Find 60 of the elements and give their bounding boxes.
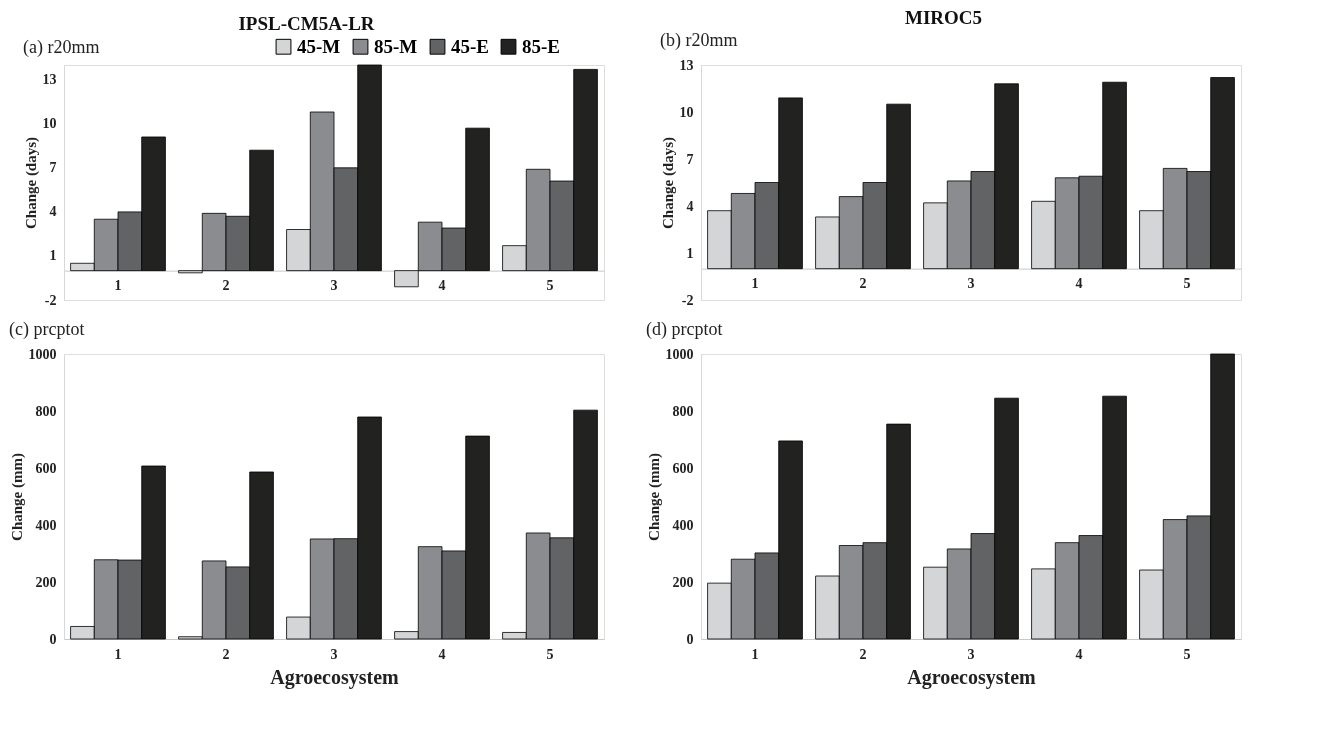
x-tick-label: 4: [1075, 276, 1083, 292]
x-tick-label: 1: [751, 646, 759, 662]
y-tick-label: 13: [679, 57, 694, 73]
x-tick-label: 4: [438, 278, 446, 294]
x-tick-label: 2: [859, 646, 867, 662]
x-tick-label: 1: [751, 276, 759, 292]
chart-subtitle: (c) prcptot: [9, 319, 85, 340]
y-tick-label: -2: [681, 292, 694, 308]
chart-title: MIROC5: [904, 6, 983, 28]
y-tick-label: 600: [672, 460, 694, 476]
y-axis-title: Change (mm): [645, 453, 663, 541]
y-tick-label: 10: [679, 104, 694, 120]
y-tick-label: -2: [44, 292, 57, 308]
y-tick-label: 0: [49, 631, 57, 647]
legend-label: 85-M: [374, 35, 418, 57]
y-tick-label: 4: [49, 204, 57, 220]
x-tick-label: 5: [1183, 276, 1191, 292]
x-tick-label: 4: [438, 646, 446, 662]
x-tick-label: 1: [114, 278, 122, 294]
y-tick-label: 800: [35, 403, 57, 419]
chart-title: IPSL-CM5A-LR: [238, 13, 375, 35]
y-tick-label: 400: [35, 517, 57, 533]
y-tick-label: 200: [35, 574, 57, 590]
x-tick-label: 3: [967, 646, 975, 662]
x-axis-title: Agroecosystem: [270, 665, 400, 689]
y-tick-label: 10: [42, 116, 57, 132]
y-tick-label: 13: [42, 72, 57, 88]
x-tick-label: 2: [859, 276, 867, 292]
y-axis-title: Change (days): [659, 136, 677, 230]
legend-label: 45-M: [297, 35, 341, 57]
x-tick-label: 3: [967, 276, 975, 292]
y-tick-label: 400: [672, 517, 694, 533]
x-tick-label: 1: [114, 646, 122, 662]
y-tick-label: 1000: [665, 346, 694, 362]
y-axis-title: Change (mm): [8, 453, 26, 541]
x-tick-label: 5: [1183, 646, 1191, 662]
x-tick-label: 2: [222, 646, 230, 662]
y-tick-label: 1: [49, 248, 57, 264]
y-tick-label: 200: [672, 574, 694, 590]
x-tick-label: 3: [330, 278, 338, 294]
y-tick-label: 800: [672, 403, 694, 419]
chart-subtitle: (b) r20mm: [660, 30, 738, 51]
x-tick-label: 5: [546, 278, 554, 294]
x-tick-label: 2: [222, 278, 230, 294]
y-tick-label: 0: [686, 631, 694, 647]
y-tick-label: 1: [686, 245, 694, 261]
x-axis-title: Agroecosystem: [907, 665, 1037, 689]
chart-subtitle: (d) prcptot: [646, 319, 723, 340]
y-axis-title: Change (days): [22, 136, 40, 230]
y-tick-label: 7: [49, 160, 57, 176]
x-tick-label: 5: [546, 646, 554, 662]
x-tick-label: 3: [330, 646, 338, 662]
x-tick-label: 4: [1075, 646, 1083, 662]
y-tick-label: 4: [686, 198, 694, 214]
y-tick-label: 600: [35, 460, 57, 476]
y-tick-label: 1000: [28, 346, 57, 362]
legend-label: 85-E: [522, 35, 560, 57]
y-tick-label: 7: [686, 151, 694, 167]
legend-label: 45-E: [451, 35, 489, 57]
chart-subtitle: (a) r20mm: [23, 36, 100, 58]
